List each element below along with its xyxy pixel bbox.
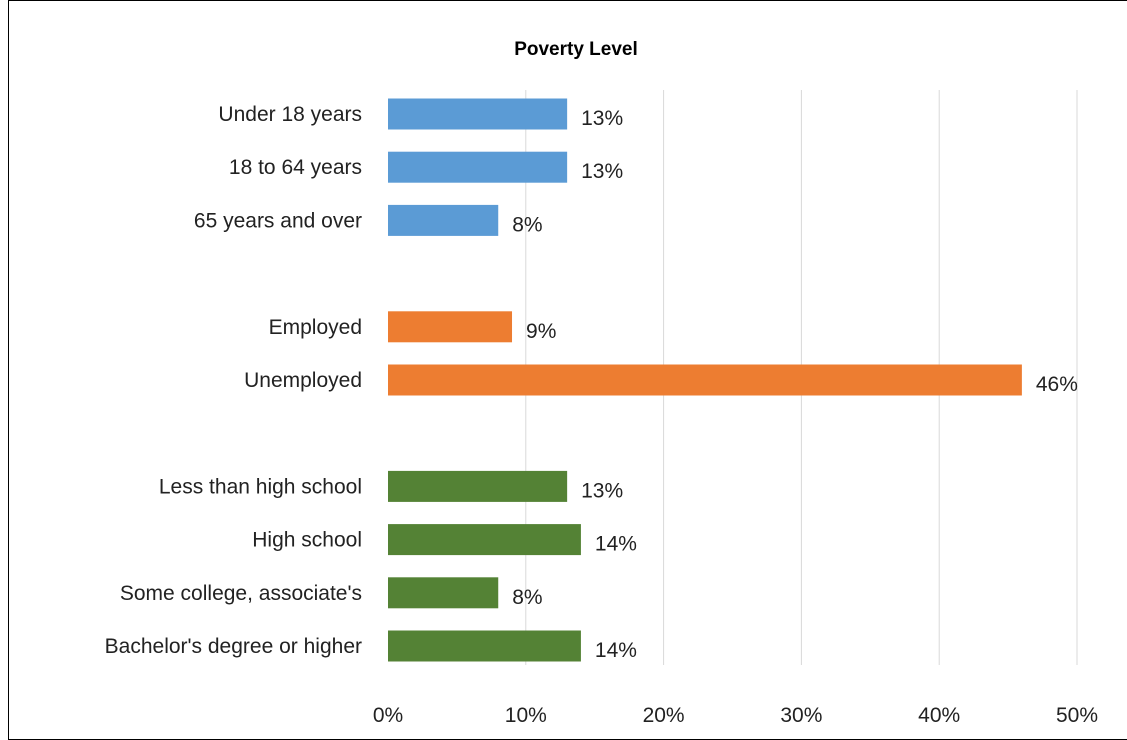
bar: [388, 311, 513, 343]
labels: Under 18 years 13% 18 to 64 years 13% 65 yea…: [105, 103, 1078, 662]
data-label: 46%: [1036, 373, 1078, 396]
category-label: Some college, associate's: [120, 582, 362, 605]
chart-title: Poverty Level: [514, 39, 638, 60]
x-tick-label: 20%: [643, 704, 685, 727]
data-label: 8%: [512, 586, 542, 609]
bar: [388, 151, 568, 183]
bar: [388, 204, 499, 236]
data-label: 14%: [595, 639, 637, 662]
category-label: Bachelor's degree or higher: [105, 635, 362, 658]
category-label: Unemployed: [244, 369, 362, 392]
category-label: Less than high school: [159, 475, 362, 498]
category-label: Employed: [269, 316, 362, 339]
data-label: 14%: [595, 533, 637, 556]
x-axis-ticks: 0% 10% 20% 30% 40% 50%: [373, 704, 1098, 727]
bar: [388, 630, 581, 662]
category-label: Under 18 years: [218, 103, 362, 126]
data-label: 8%: [512, 213, 542, 236]
data-label: 13%: [581, 107, 623, 130]
data-label: 13%: [581, 479, 623, 502]
x-tick-label: 40%: [918, 704, 960, 727]
bar: [388, 577, 499, 609]
data-label: 13%: [581, 160, 623, 183]
category-label: High school: [252, 529, 362, 552]
bar: [388, 98, 568, 130]
category-label: 65 years and over: [194, 209, 362, 232]
x-tick-label: 0%: [373, 704, 403, 727]
bars: [388, 98, 1022, 662]
bar: [388, 470, 568, 502]
x-tick-label: 10%: [505, 704, 547, 727]
data-label: 9%: [526, 320, 556, 343]
category-label: 18 to 64 years: [229, 156, 362, 179]
bar: [388, 524, 581, 556]
x-tick-label: 30%: [780, 704, 822, 727]
bar: [388, 364, 1022, 396]
x-tick-label: 50%: [1056, 704, 1098, 727]
